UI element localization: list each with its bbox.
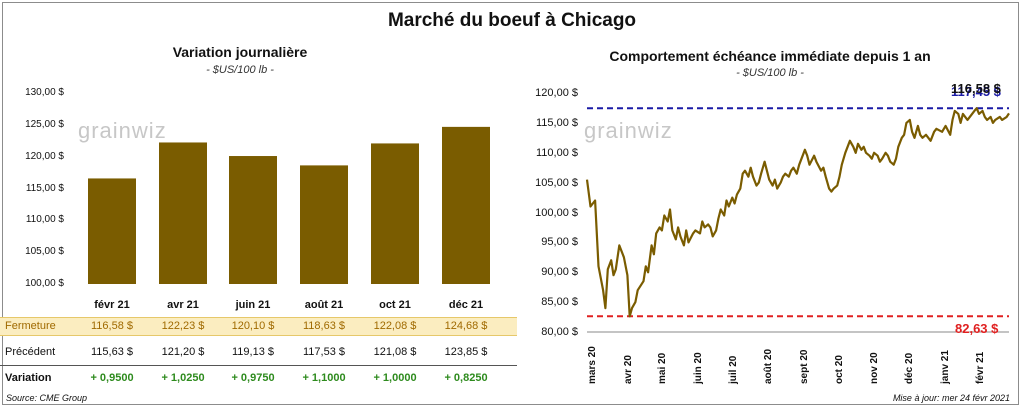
category-label: juin 21 (235, 299, 271, 311)
variation-cell: + 1,0000 (373, 372, 417, 384)
page-title: Marché du boeuf à Chicago (387, 10, 637, 31)
right-watermark: grainwiz (584, 118, 673, 143)
x-tick-label: mai 20 (657, 352, 669, 384)
right-y-tick: 100,00 $ (535, 206, 578, 219)
x-tick-label: août 20 (763, 348, 775, 384)
fermeture-cell: 122,08 $ (373, 320, 417, 332)
bar-0 (88, 178, 136, 284)
precedent-cell: 123,85 $ (444, 346, 488, 358)
price-line (585, 107, 1010, 318)
right-y-tick: 85,00 $ (541, 296, 578, 309)
x-tick-label: déc 20 (903, 352, 915, 384)
figure-frame (2, 2, 1019, 405)
source-note: Source: CME Group (6, 393, 88, 403)
x-tick-label: avr 20 (622, 355, 634, 384)
right-y-tick: 80,00 $ (541, 326, 578, 338)
x-tick-label: janv 21 (939, 350, 951, 384)
precedent-cell: 121,20 $ (161, 346, 205, 358)
right-y-tick: 90,00 $ (541, 266, 578, 279)
left-y-tick: 125,00 $ (25, 118, 64, 130)
x-tick-label: mars 20 (586, 346, 598, 384)
left-y-tick: 130,00 $ (25, 87, 64, 98)
fermeture-label: Fermeture (5, 320, 56, 332)
fermeture-cell: 124,68 $ (444, 320, 488, 332)
variation-cell: + 1,0250 (161, 372, 205, 384)
left-y-tick: 120,00 $ (25, 150, 64, 162)
right-y-tick: 105,00 $ (535, 176, 578, 189)
fermeture-cell: 116,58 $ (90, 320, 133, 332)
x-tick-label: nov 20 (869, 352, 881, 384)
last-value-label: 116,58 $ (951, 81, 1001, 96)
bar-2 (229, 156, 277, 284)
x-tick-label: juin 20 (692, 352, 704, 384)
min-value-label: 82,63 $ (955, 321, 999, 336)
category-label: déc 21 (448, 299, 484, 311)
category-label: août 21 (304, 299, 344, 311)
fermeture-band (0, 317, 517, 336)
variation-cell: + 0,9750 (231, 372, 275, 384)
x-tick-label: févr 21 (975, 351, 987, 384)
right-y-tick: 120,00 $ (535, 87, 578, 99)
fermeture-cell: 122,23 $ (161, 320, 205, 332)
precedent-cell: 119,13 $ (231, 346, 274, 358)
left-subtitle: Variation journalière (172, 44, 308, 60)
left-y-tick: 115,00 $ (25, 182, 64, 194)
fermeture-cell: 118,63 $ (302, 320, 345, 332)
category-label: févr 21 (94, 299, 130, 311)
left-bar-chart (88, 126, 490, 284)
x-tick-label: sept 20 (799, 349, 811, 384)
update-note: Mise à jour: mer 24 févr 2021 (892, 393, 1010, 403)
precedent-cell: 115,63 $ (90, 346, 133, 358)
right-y-tick: 110,00 $ (535, 146, 578, 159)
variation-label: Variation (5, 372, 52, 384)
right-y-tick: 115,00 $ (535, 116, 578, 129)
variation-cell: + 1,1000 (302, 372, 346, 384)
max-value-label: 117,45 $ (951, 84, 1001, 99)
bar-4 (371, 143, 419, 284)
variation-cell: + 0,8250 (444, 372, 488, 384)
left-y-tick: 100,00 $ (25, 278, 64, 289)
left-y-tick: 110,00 $ (25, 214, 64, 226)
variation-cell: + 0,9500 (90, 372, 134, 384)
left-y-tick: 105,00 $ (25, 246, 64, 258)
right-y-tick: 95,00 $ (541, 236, 578, 249)
left-watermark: grainwiz (78, 118, 167, 143)
bar-1 (159, 142, 207, 284)
left-unit: - $US/100 lb - (206, 64, 274, 76)
bar-3 (300, 165, 348, 284)
bar-5 (442, 126, 490, 284)
right-unit: - $US/100 lb - (736, 67, 804, 79)
category-label: oct 21 (379, 299, 411, 311)
precedent-label: Précédent (5, 346, 56, 358)
x-tick-label: oct 20 (833, 355, 845, 384)
right-subtitle: Comportement échéance immédiate depuis 1… (609, 48, 931, 64)
table-divider (0, 365, 517, 366)
precedent-cell: 117,53 $ (302, 346, 345, 358)
precedent-cell: 121,08 $ (373, 346, 417, 358)
category-label: avr 21 (167, 299, 199, 311)
x-tick-label: juil 20 (727, 355, 739, 384)
fermeture-cell: 120,10 $ (231, 320, 275, 332)
